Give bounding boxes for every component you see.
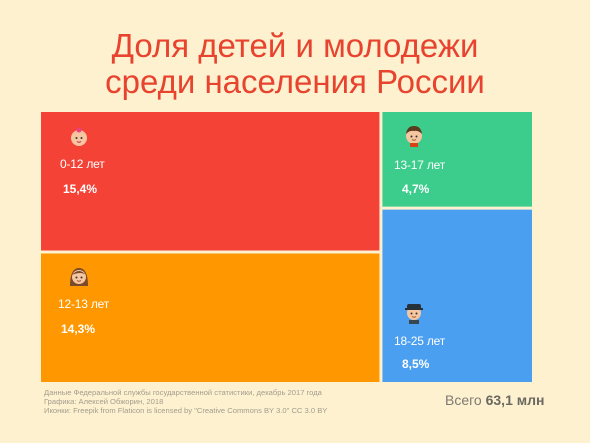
boy-icon xyxy=(402,123,426,147)
tile-label-18-25: 18-25 лет xyxy=(394,334,445,348)
tile-label-0-12: 0-12 лет xyxy=(60,157,105,171)
tile-value-18-25: 8,5% xyxy=(402,357,430,371)
credits: Данные Федеральной службы государственно… xyxy=(44,388,327,415)
total-prefix: Всего xyxy=(445,392,482,408)
title-line-1: Доля детей и молодежи xyxy=(111,27,479,64)
total-population: Всего 63,1 млн xyxy=(445,392,544,408)
credits-graphics: Графика: Алексей Обжорин, 2018 xyxy=(44,397,164,406)
title-line-2: среди населения России xyxy=(105,63,485,100)
tile-12-13 xyxy=(41,253,380,382)
young-man-cap-icon xyxy=(402,300,426,324)
credits-source: Данные Федеральной службы государственно… xyxy=(44,388,322,397)
girl-icon xyxy=(67,264,91,288)
tile-0-12 xyxy=(41,112,380,251)
tile-value-12-13: 14,3% xyxy=(61,322,96,336)
page-title: Доля детей и молодежи среди населения Ро… xyxy=(0,28,590,100)
tile-value-0-12: 15,4% xyxy=(63,182,98,196)
tile-label-13-17: 13-17 лет xyxy=(394,158,445,172)
tile-18-25 xyxy=(382,209,532,382)
tile-13-17 xyxy=(382,112,532,207)
credits-icons: Иконки: Freepik from Flaticon is license… xyxy=(44,406,328,415)
tile-value-13-17: 4,7% xyxy=(402,182,430,196)
total-value: 63,1 млн xyxy=(485,392,545,408)
tile-label-12-13: 12-13 лет xyxy=(58,297,109,311)
baby-girl-icon xyxy=(67,124,91,148)
